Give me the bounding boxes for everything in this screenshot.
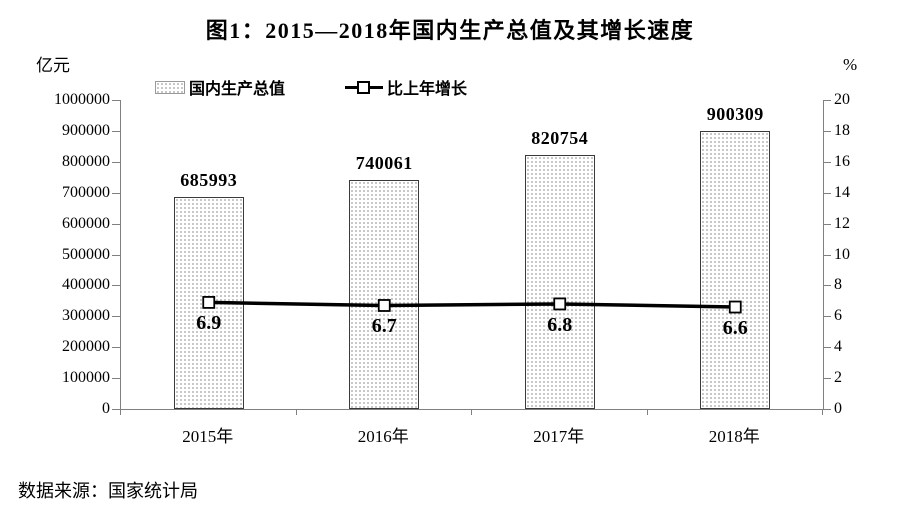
y-axis-left-tick-label: 500000 bbox=[62, 245, 110, 263]
plot-area: 685993 740061 820754 900309 6.9 6.7 6.8 6.6 bbox=[120, 100, 824, 410]
y-axis-left-tick-label: 800000 bbox=[62, 152, 110, 170]
y-axis-left-tick-label: 100000 bbox=[62, 369, 110, 387]
y-axis-right-tick bbox=[823, 378, 831, 380]
bar-value-label: 685993 bbox=[180, 170, 238, 191]
y-axis-left-tick bbox=[112, 285, 120, 287]
chart-title: 图1：2015—2018年国内生产总值及其增长速度 bbox=[205, 18, 695, 43]
y-axis-right-tick bbox=[823, 223, 831, 225]
y-axis-right-tick-label: 18 bbox=[834, 121, 850, 139]
x-axis-tick bbox=[120, 410, 121, 415]
y-axis-left-tick bbox=[112, 409, 120, 410]
y-axis-right-tick-label: 20 bbox=[834, 91, 850, 108]
y-axis-left-tick bbox=[112, 316, 120, 318]
y-axis-right-tick bbox=[823, 285, 831, 287]
data-source-note: 数据来源：国家统计局 bbox=[18, 481, 198, 501]
gdp-bar bbox=[349, 180, 420, 409]
y-axis-right-tick-label: 4 bbox=[834, 338, 842, 356]
y-axis-left-tick-label: 600000 bbox=[62, 214, 110, 232]
y-axis-left-tick-label: 200000 bbox=[62, 338, 110, 356]
legend-item-gdp: 国内生产总值 bbox=[155, 75, 285, 99]
x-axis-tick bbox=[471, 410, 472, 415]
growth-value-label: 6.6 bbox=[722, 317, 748, 340]
x-axis-label: 2016年 bbox=[357, 427, 409, 446]
y-axis-right-tick bbox=[823, 409, 831, 410]
y-axis-right-tick-label: 6 bbox=[834, 307, 842, 325]
x-axis-labels: 2015年 2016年 2017年 2018年 bbox=[120, 422, 822, 446]
y-axis-right-tick bbox=[823, 161, 831, 163]
y-axis-right-tick-label: 12 bbox=[834, 214, 850, 232]
y-axis-left-tick-labels: 0 100000 200000 300000 400000 500000 600000 700… bbox=[0, 91, 110, 417]
dotted-bar-swatch-icon bbox=[155, 80, 185, 94]
x-axis-label: 2017年 bbox=[533, 427, 585, 446]
y-axis-left-tick bbox=[112, 161, 120, 163]
y-axis-left-tick bbox=[112, 100, 120, 101]
y-axis-left-tick bbox=[112, 192, 120, 194]
y-axis-right-tick-label: 8 bbox=[834, 276, 842, 294]
y-axis-right-tick bbox=[823, 347, 831, 349]
growth-value-label: 6.9 bbox=[196, 312, 222, 335]
y-axis-left-tick bbox=[112, 223, 120, 225]
growth-value-label: 6.8 bbox=[547, 313, 573, 336]
legend-item-growth: 比上年增长 bbox=[345, 75, 467, 99]
y-axis-left-tick-label: 900000 bbox=[62, 121, 110, 139]
x-axis-tick bbox=[646, 410, 648, 415]
left-axis-unit-label: 亿元 bbox=[36, 56, 70, 75]
y-axis-left-tick bbox=[112, 378, 120, 380]
y-axis-left-tick-label: 400000 bbox=[62, 276, 110, 294]
bar-value-label: 820754 bbox=[531, 128, 589, 149]
bar-value-label: 900309 bbox=[706, 103, 764, 124]
legend: 国内生产总值 比上年增长 bbox=[155, 75, 467, 99]
y-axis-right-tick bbox=[823, 192, 831, 194]
line-marker-swatch-icon bbox=[345, 80, 384, 94]
legend-label-gdp: 国内生产总值 bbox=[189, 81, 286, 98]
y-axis-right-tick-marks bbox=[823, 100, 831, 410]
y-axis-right-tick bbox=[823, 254, 831, 256]
y-axis-left-tick-label: 700000 bbox=[62, 183, 110, 201]
line-marker-icon bbox=[728, 300, 742, 314]
x-axis-label: 2015年 bbox=[182, 427, 234, 446]
line-marker-icon bbox=[202, 295, 216, 309]
gdp-bar bbox=[700, 130, 771, 409]
growth-line bbox=[202, 295, 742, 314]
x-axis-tick bbox=[822, 410, 823, 415]
growth-value-label: 6.7 bbox=[371, 315, 397, 338]
bar-value-label: 740061 bbox=[355, 153, 413, 174]
y-axis-left-tick-label: 0 bbox=[102, 400, 110, 417]
y-axis-right-tick-label: 10 bbox=[834, 245, 850, 263]
y-axis-left-tick bbox=[112, 254, 120, 256]
legend-label-growth: 比上年增长 bbox=[387, 81, 468, 98]
x-axis-label: 2018年 bbox=[708, 427, 760, 446]
y-axis-left-tick bbox=[112, 347, 120, 349]
y-axis-right-tick-label: 0 bbox=[834, 400, 842, 417]
y-axis-right-tick bbox=[823, 316, 831, 318]
y-axis-left-tick-label: 300000 bbox=[62, 307, 110, 325]
line-marker-icon bbox=[553, 297, 567, 311]
x-axis-tick-marks bbox=[120, 410, 823, 416]
y-axis-right-tick bbox=[823, 130, 831, 132]
line-marker-icon bbox=[377, 299, 391, 312]
y-axis-right-tick-label: 16 bbox=[834, 152, 850, 170]
y-axis-right-tick-label: 14 bbox=[834, 183, 850, 201]
x-axis-tick bbox=[295, 410, 297, 415]
y-axis-right-tick-label: 2 bbox=[834, 369, 842, 387]
y-axis-left-tick bbox=[112, 130, 120, 132]
y-axis-left-tick-label: 1000000 bbox=[54, 91, 110, 108]
right-axis-unit-label: % bbox=[843, 55, 858, 74]
gdp-bar bbox=[524, 155, 595, 409]
y-axis-left-tick-marks bbox=[112, 100, 120, 410]
y-axis-right-tick-labels: 0 2 4 6 8 10 12 14 16 18 20 bbox=[834, 91, 894, 417]
y-axis-right-tick bbox=[823, 100, 831, 101]
